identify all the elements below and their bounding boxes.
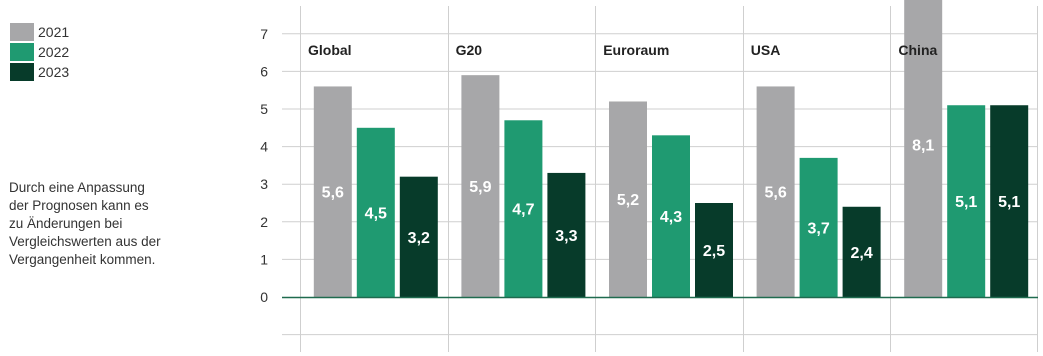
note-line: Vergleichswerten aus der: [9, 234, 161, 249]
bar: [652, 135, 690, 297]
y-tick-label: 6: [260, 63, 268, 79]
data-label: 4,5: [365, 205, 387, 222]
data-label: 3,2: [408, 230, 430, 247]
bar: [842, 206, 881, 297]
legend-item-2021: 2021: [10, 22, 69, 42]
data-label: 8,1: [912, 138, 934, 155]
legend-item-2023: 2023: [10, 62, 69, 82]
bar: [504, 120, 543, 297]
y-tick-label: 2: [260, 214, 268, 230]
data-label: 5,1: [998, 194, 1020, 211]
data-label: 2,5: [703, 243, 725, 260]
category-label: G20: [456, 42, 483, 58]
data-label: 5,2: [617, 192, 639, 209]
category-label: USA: [751, 42, 781, 58]
legend-label-2023: 2023: [38, 64, 70, 80]
bar: [461, 75, 500, 297]
bar: [399, 176, 438, 297]
data-label: 3,7: [807, 220, 829, 237]
y-tick-label: 7: [260, 26, 268, 42]
data-label: 3,3: [555, 228, 577, 245]
legend-item-2022: 2022: [10, 42, 69, 62]
data-label: 5,6: [322, 185, 344, 202]
y-tick-label: 0: [260, 289, 268, 305]
legend-label-2022: 2022: [38, 44, 70, 60]
note-line: zu Änderungen bei: [9, 216, 123, 231]
note-line: Durch eine Anpassung: [9, 180, 145, 195]
legend-swatch-2021: [10, 23, 34, 41]
category-label: China: [898, 42, 937, 58]
bar: [356, 127, 395, 297]
forecast-note: Durch eine Anpassung der Prognosen kann …: [9, 179, 209, 269]
bar: [990, 105, 1029, 298]
legend-swatch-2023: [10, 63, 34, 81]
y-tick-label: 5: [260, 101, 268, 117]
note-line: der Prognosen kann es: [9, 198, 149, 213]
bar: [756, 86, 795, 297]
legend: 2021 2022 2023: [10, 22, 69, 82]
data-label: 4,7: [512, 202, 534, 219]
legend-swatch-2022: [10, 43, 34, 61]
data-label: 5,1: [955, 194, 977, 211]
category-label: Global: [308, 42, 352, 58]
data-label: 4,3: [660, 209, 682, 226]
bar: [547, 172, 586, 297]
bar: [799, 157, 838, 297]
data-label: 5,9: [469, 179, 491, 196]
y-tick-label: 4: [260, 139, 268, 155]
bar: [609, 101, 647, 297]
bar: [904, 0, 943, 297]
data-label: 5,6: [764, 185, 786, 202]
y-tick-label: 1: [260, 251, 268, 267]
data-label: 2,4: [850, 245, 872, 262]
category-label: Euroraum: [603, 42, 669, 58]
y-tick-label: 3: [260, 176, 268, 192]
bar: [695, 203, 733, 297]
bar: [947, 105, 986, 298]
note-line: Vergangenheit kommen.: [9, 252, 156, 267]
legend-label-2021: 2021: [38, 24, 70, 40]
bar: [313, 86, 352, 297]
